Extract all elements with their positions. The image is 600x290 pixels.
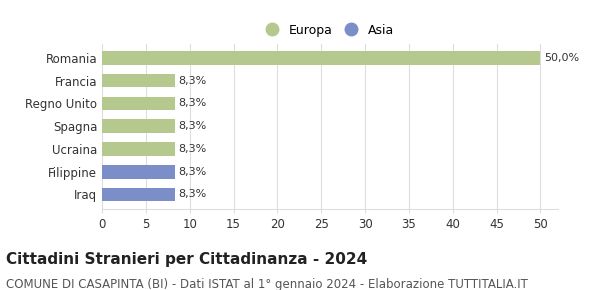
Bar — [102, 142, 175, 156]
Bar — [102, 165, 175, 179]
Legend: Europa, Asia: Europa, Asia — [262, 20, 398, 41]
Bar — [102, 74, 175, 88]
Text: 8,3%: 8,3% — [178, 121, 206, 131]
Text: 8,3%: 8,3% — [178, 98, 206, 108]
Text: 8,3%: 8,3% — [178, 189, 206, 200]
Text: 8,3%: 8,3% — [178, 144, 206, 154]
Bar — [102, 188, 175, 201]
Text: 50,0%: 50,0% — [544, 53, 579, 63]
Text: 8,3%: 8,3% — [178, 76, 206, 86]
Text: Cittadini Stranieri per Cittadinanza - 2024: Cittadini Stranieri per Cittadinanza - 2… — [6, 252, 367, 267]
Bar — [102, 51, 541, 65]
Bar — [102, 119, 175, 133]
Bar — [102, 97, 175, 110]
Text: 8,3%: 8,3% — [178, 167, 206, 177]
Text: COMUNE DI CASAPINTA (BI) - Dati ISTAT al 1° gennaio 2024 - Elaborazione TUTTITAL: COMUNE DI CASAPINTA (BI) - Dati ISTAT al… — [6, 278, 528, 290]
